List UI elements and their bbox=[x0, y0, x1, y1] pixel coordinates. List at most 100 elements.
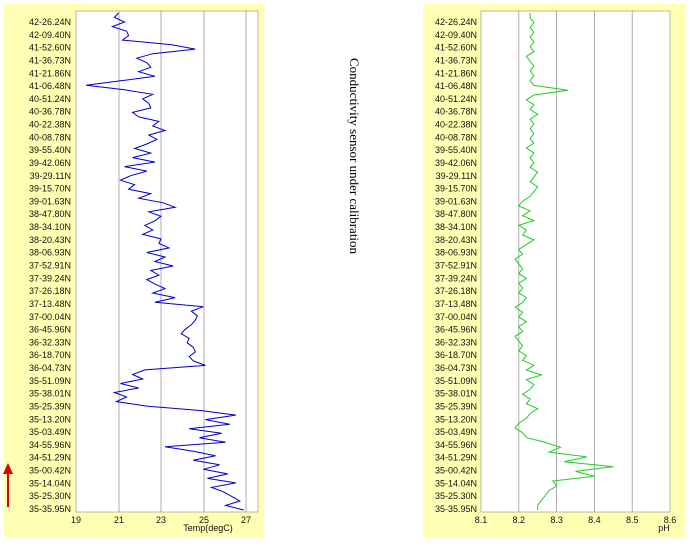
latitude-tick-label: 38-06.93N bbox=[29, 248, 71, 258]
latitude-tick-label: 40-08.78N bbox=[29, 132, 71, 142]
latitude-tick-label: 35-14.04N bbox=[435, 478, 477, 488]
latitude-tick-label: 39-29.11N bbox=[436, 171, 477, 181]
latitude-tick-label: 34-51.29N bbox=[29, 453, 71, 463]
latitude-tick-label: 35-38.01N bbox=[29, 389, 71, 399]
x-tick-label: 21 bbox=[114, 515, 124, 525]
latitude-tick-label: 37-13.48N bbox=[29, 299, 71, 309]
latitude-tick-label: 40-08.78N bbox=[435, 132, 477, 142]
latitude-tick-label: 35-13.20N bbox=[29, 414, 71, 424]
latitude-tick-label: 35-25.30N bbox=[29, 491, 71, 501]
latitude-tick-label: 38-34.10N bbox=[435, 222, 477, 232]
latitude-tick-label: 37-13.48N bbox=[435, 299, 477, 309]
temperature-latitude-tick-labels: 42-26.24N 42-09.40N 41-52.60N 41-36.73N 41-2… bbox=[29, 17, 71, 514]
latitude-tick-label: 35-51.09N bbox=[29, 376, 71, 386]
latitude-tick-label: 39-01.63N bbox=[29, 196, 71, 206]
x-tick-label: 8.1 bbox=[475, 515, 488, 525]
latitude-tick-label: 41-21.86N bbox=[29, 68, 71, 78]
latitude-tick-label: 36-32.33N bbox=[29, 337, 71, 347]
latitude-tick-label: 38-47.80N bbox=[29, 209, 71, 219]
temperature-chart: 42-26.24N 42-09.40N 41-52.60N 41-36.73N 41-2… bbox=[4, 4, 264, 537]
latitude-tick-label: 40-51.24N bbox=[435, 94, 477, 104]
ph-latitude-tick-labels: 42-26.24N 42-09.40N 41-52.60N 41-36.73N 41-2… bbox=[435, 17, 477, 514]
latitude-tick-label: 36-45.96N bbox=[435, 325, 477, 335]
latitude-tick-label: 37-39.24N bbox=[29, 273, 71, 283]
latitude-tick-label: 39-42.06N bbox=[435, 158, 477, 168]
latitude-tick-label: 39-15.70N bbox=[435, 184, 477, 194]
latitude-tick-label: 35-03.49N bbox=[435, 427, 477, 437]
x-tick-label: 8.2 bbox=[513, 515, 526, 525]
latitude-tick-label: 36-32.33N bbox=[435, 337, 477, 347]
latitude-tick-label: 35-25.39N bbox=[435, 401, 477, 411]
latitude-tick-label: 42-09.40N bbox=[29, 30, 71, 40]
latitude-tick-label: 42-09.40N bbox=[435, 30, 477, 40]
latitude-tick-label: 36-18.70N bbox=[435, 350, 477, 360]
latitude-tick-label: 42-26.24N bbox=[29, 17, 71, 27]
latitude-tick-label: 35-13.20N bbox=[435, 414, 477, 424]
latitude-tick-label: 40-22.38N bbox=[435, 120, 477, 130]
latitude-tick-label: 39-29.11N bbox=[30, 171, 71, 181]
latitude-tick-label: 38-34.10N bbox=[29, 222, 71, 232]
up-arrow-icon bbox=[3, 463, 13, 507]
latitude-tick-label: 37-00.04N bbox=[435, 312, 477, 322]
latitude-tick-label: 35-38.01N bbox=[435, 389, 477, 399]
latitude-tick-label: 37-39.24N bbox=[435, 273, 477, 283]
x-tick-label: 23 bbox=[156, 515, 166, 525]
latitude-tick-label: 34-55.96N bbox=[29, 440, 71, 450]
x-tick-label: 8.5 bbox=[626, 515, 639, 525]
latitude-tick-label: 35-14.04N bbox=[29, 478, 71, 488]
temperature-x-tick-labels: 19 21 23 25 27 bbox=[71, 515, 251, 525]
latitude-tick-label: 39-42.06N bbox=[29, 158, 71, 168]
latitude-tick-label: 35-03.49N bbox=[29, 427, 71, 437]
latitude-tick-label: 38-47.80N bbox=[435, 209, 477, 219]
latitude-tick-label: 37-26.18N bbox=[29, 286, 71, 296]
latitude-tick-label: 35-35.95N bbox=[435, 504, 477, 514]
latitude-tick-label: 38-20.43N bbox=[435, 235, 477, 245]
latitude-tick-label: 37-00.04N bbox=[29, 312, 71, 322]
ph-gridlines bbox=[518, 11, 633, 512]
latitude-tick-label: 41-36.73N bbox=[435, 55, 477, 65]
latitude-tick-label: 35-25.39N bbox=[29, 401, 71, 411]
x-tick-label: 8.4 bbox=[588, 515, 601, 525]
latitude-tick-label: 37-52.91N bbox=[29, 261, 71, 271]
latitude-tick-label: 41-52.60N bbox=[29, 43, 71, 53]
latitude-tick-label: 36-04.73N bbox=[435, 363, 477, 373]
latitude-tick-label: 37-52.91N bbox=[435, 261, 477, 271]
latitude-tick-label: 41-06.48N bbox=[29, 81, 71, 91]
latitude-tick-label: 35-00.42N bbox=[29, 466, 71, 476]
latitude-tick-label: 38-20.43N bbox=[29, 235, 71, 245]
sensor-annotation: Conductivity sensor under calibration bbox=[347, 58, 362, 255]
temperature-x-axis-label: Temp(degC) bbox=[183, 523, 233, 533]
temperature-plot-area bbox=[75, 10, 259, 513]
x-tick-label: 19 bbox=[71, 515, 81, 525]
latitude-tick-label: 39-55.40N bbox=[435, 145, 477, 155]
x-tick-label: 25 bbox=[199, 515, 209, 525]
latitude-tick-label: 41-06.48N bbox=[435, 81, 477, 91]
latitude-tick-label: 36-45.96N bbox=[29, 325, 71, 335]
ph-x-axis-label: pH bbox=[658, 523, 670, 533]
x-tick-label: 27 bbox=[241, 515, 251, 525]
x-tick-label: 8.6 bbox=[664, 515, 677, 525]
latitude-tick-label: 35-51.09N bbox=[435, 376, 477, 386]
ph-series-line bbox=[514, 13, 614, 510]
latitude-tick-label: 41-21.86N bbox=[435, 68, 477, 78]
latitude-tick-label: 39-15.70N bbox=[29, 184, 71, 194]
latitude-tick-label: 39-01.63N bbox=[435, 196, 477, 206]
latitude-tick-label: 40-36.78N bbox=[29, 107, 71, 117]
latitude-tick-label: 35-25.30N bbox=[435, 491, 477, 501]
latitude-tick-label: 41-52.60N bbox=[435, 43, 477, 53]
ph-plot-area bbox=[480, 10, 671, 513]
latitude-tick-label: 40-36.78N bbox=[435, 107, 477, 117]
latitude-tick-label: 40-51.24N bbox=[29, 94, 71, 104]
latitude-tick-label: 37-26.18N bbox=[435, 286, 477, 296]
temperature-gridlines bbox=[118, 11, 247, 512]
latitude-tick-label: 34-55.96N bbox=[435, 440, 477, 450]
latitude-tick-label: 42-26.24N bbox=[435, 17, 477, 27]
latitude-tick-label: 40-22.38N bbox=[29, 120, 71, 130]
latitude-tick-label: 35-00.42N bbox=[435, 466, 477, 476]
latitude-tick-label: 34-51.29N bbox=[435, 453, 477, 463]
latitude-tick-label: 36-04.73N bbox=[29, 363, 71, 373]
ph-chart: 42-26.24N 42-09.40N 41-52.60N 41-36.73N 41-2… bbox=[423, 4, 686, 537]
latitude-tick-label: 36-18.70N bbox=[29, 350, 71, 360]
latitude-tick-label: 41-36.73N bbox=[29, 55, 71, 65]
